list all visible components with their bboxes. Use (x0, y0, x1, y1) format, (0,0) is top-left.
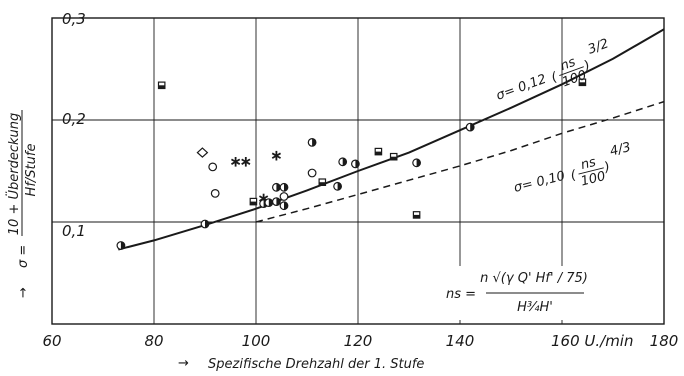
data-point-circle (279, 192, 289, 201)
dashed-formula-paren-close: ) (602, 160, 612, 176)
solid-curve-formula: σ= 0,12 ( ns 100 ) 3/2 (494, 36, 611, 104)
dashed-curve-formula: σ= 0,10 ( ns 100 ) 4/3 (512, 140, 632, 196)
dashed-formula-prefix: σ= 0,10 (512, 169, 566, 196)
dashed-formula-num: ns (579, 155, 597, 173)
x-tick-label: 60 (42, 332, 61, 350)
solid-formula-paren-close: ) (581, 58, 592, 74)
data-point-half-circle (279, 182, 289, 192)
x-axis-label: Spezifische Drehzahl der 1. Stufe (208, 357, 424, 372)
data-point-circle (210, 188, 220, 198)
data-point-half-square (157, 81, 166, 90)
marker-circle-fill (416, 159, 421, 167)
x-tick-label: 160 U./min (551, 332, 634, 350)
marker-circle-fill (355, 160, 360, 168)
marker-star-arm (230, 158, 241, 165)
marker-circle-fill (312, 138, 316, 147)
x-tick-label: 140 (446, 332, 475, 350)
x-tick-label: 120 (344, 332, 373, 350)
data-point-half-circle (412, 158, 422, 168)
marker-circle-fill (337, 182, 342, 191)
marker-circle-fill (268, 198, 273, 207)
data-point-half-circle (271, 197, 281, 207)
data-point-half-circle (338, 157, 348, 167)
ns-formula-lhs: ns = (446, 287, 476, 302)
data-point-half-square (389, 152, 398, 161)
marker-square-fill (250, 201, 257, 205)
data-point-half-square (578, 78, 587, 87)
solid-curve (118, 28, 665, 251)
data-point-half-circle (307, 137, 317, 147)
data-point-half-circle (465, 122, 475, 132)
data-point-half-circle (279, 201, 289, 211)
data-point-half-square (318, 178, 327, 186)
data-point-star (241, 157, 251, 167)
data-point-half-circle (350, 159, 360, 169)
data-point-half-circle (271, 182, 281, 192)
dashed-curve (255, 100, 665, 223)
data-points (116, 78, 587, 250)
marker-square-fill (319, 182, 326, 186)
marker-square-fill (579, 82, 586, 86)
data-point-half-square (249, 197, 258, 206)
x-tick-label: 80 (144, 332, 163, 350)
y-axis-denominator: Hf/Stufe (24, 144, 39, 197)
marker-star-arm (271, 152, 282, 159)
ns-formula-numerator: n √(γ Q' Hf' / 75) (480, 271, 588, 286)
marker-circle-fill (342, 158, 347, 166)
marker-circle-fill (205, 220, 209, 228)
y-tick-label: 0,3 (62, 10, 86, 28)
data-point-circle (307, 168, 317, 178)
y-axis-label: → σ = 10 + Überdeckung Hf/Stufe (5, 110, 39, 298)
data-point-half-circle (200, 219, 210, 229)
marker-star-arm (241, 158, 251, 165)
marker-circle (307, 168, 317, 178)
marker-circle (210, 188, 220, 198)
data-point-half-circle (116, 241, 126, 250)
data-point-half-square (374, 147, 383, 156)
y-tick-label: 0,2 (62, 110, 86, 128)
solid-formula-bar (559, 66, 584, 76)
x-axis-arrow: → (178, 356, 189, 371)
ns-formula-denominator: H¾H' (517, 300, 553, 315)
data-point-star (271, 150, 282, 161)
dashed-formula-bar (578, 167, 604, 175)
marker-square-fill (413, 214, 420, 219)
marker-square-fill (390, 156, 397, 160)
curves (118, 28, 665, 251)
marker-circle-fill (284, 183, 288, 192)
solid-formula-exp: 3/2 (586, 36, 611, 57)
x-tick-label: 100 (242, 332, 271, 350)
dashed-formula-exp: 4/3 (608, 140, 632, 160)
dashed-formula-paren: ( (569, 168, 578, 184)
dashed-formula-den: 100 (579, 169, 607, 190)
y-axis-arrow: → (16, 287, 31, 298)
y-tick-label: 0,1 (62, 222, 86, 240)
marker-circle-fill (276, 197, 281, 206)
x-tick-label: 180 (650, 332, 679, 350)
marker-circle-fill (120, 241, 125, 250)
marker-square-fill (158, 85, 165, 89)
data-point-star (230, 157, 241, 167)
solid-formula-prefix: σ= 0,12 (494, 72, 548, 104)
ns-formula: ns = n √(γ Q' Hf' / 75) H¾H' (442, 266, 588, 320)
marker-square-fill (375, 151, 382, 155)
data-point-half-circle (333, 181, 343, 191)
data-point-half-circle (264, 198, 274, 208)
marker-circle (279, 192, 289, 201)
x-tick-labels: 60 80 100 120 140 160 U./min 180 (42, 332, 678, 350)
y-axis-sigma: σ = (16, 245, 31, 268)
data-point-circle (208, 162, 218, 172)
solid-formula-num: ns (558, 55, 577, 74)
data-point-diamond (196, 147, 209, 158)
solid-formula-paren: ( (549, 70, 560, 86)
marker-diamond (196, 147, 209, 158)
marker-circle-fill (470, 123, 474, 131)
data-point-half-square (412, 211, 421, 219)
marker-circle-fill (276, 183, 281, 192)
marker-circle (208, 162, 218, 172)
y-tick-labels: 0,1 0,2 0,3 (62, 10, 86, 240)
marker-circle-fill (284, 201, 288, 210)
y-axis-numerator: 10 + Überdeckung (5, 113, 22, 235)
